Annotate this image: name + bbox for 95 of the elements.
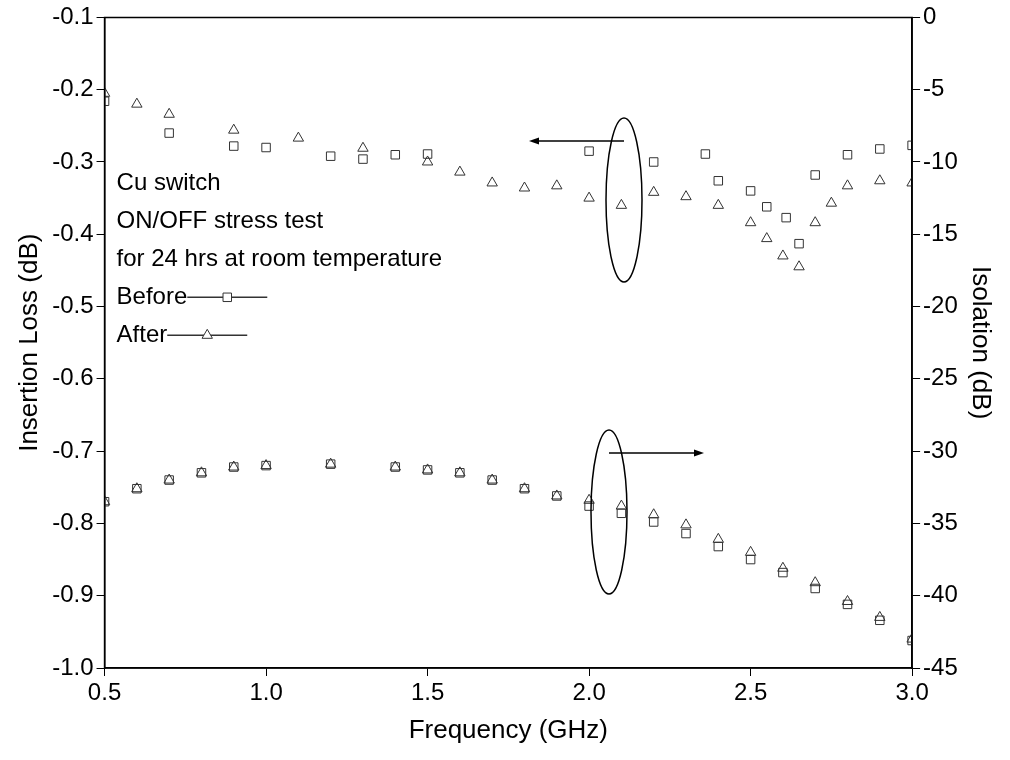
y-tick-label: -0.9: [52, 580, 94, 608]
point: [584, 501, 594, 511]
point: [648, 508, 660, 519]
point: [648, 157, 659, 167]
point: [615, 499, 628, 510]
point: [583, 493, 595, 504]
point: [762, 202, 772, 212]
point: [700, 149, 711, 159]
legend-label: After: [116, 319, 168, 347]
point: [745, 186, 756, 196]
point: [229, 141, 239, 151]
point: [551, 179, 563, 190]
x-axis-title: Frequency (GHz): [408, 713, 609, 744]
y-tick-label: -0.4: [52, 218, 94, 246]
point: [261, 142, 271, 153]
point: [616, 508, 627, 519]
point: [874, 610, 886, 621]
point: [358, 154, 368, 164]
y2-tick-label: -35: [923, 508, 958, 536]
point: [421, 155, 434, 166]
point: [875, 615, 885, 626]
y2-tick-label: -25: [923, 363, 958, 391]
point: [810, 583, 820, 594]
point: [744, 216, 757, 227]
x-tick-label: 0.5: [87, 678, 122, 706]
point: [777, 561, 789, 572]
point: [422, 149, 433, 159]
point: [810, 170, 820, 180]
x-tick-label: 1.0: [249, 678, 283, 706]
y2-tick-label: -5: [923, 74, 945, 102]
point: [390, 150, 401, 160]
point: [778, 567, 788, 578]
y2-tick-label: -45: [923, 652, 958, 680]
point: [454, 165, 466, 176]
point: [841, 179, 854, 190]
point: [486, 176, 498, 187]
point: [761, 232, 773, 243]
y2-tick-label: 0: [923, 2, 937, 30]
y-axis-title: Insertion Loss (dB): [12, 233, 43, 452]
point: [745, 554, 756, 565]
point: [842, 150, 853, 160]
y2-axis-title: Isolation (dB): [967, 266, 998, 420]
y-tick-label: -0.2: [52, 74, 94, 102]
point: [615, 198, 628, 209]
point: [131, 97, 143, 108]
point: [842, 599, 853, 610]
y-tick-label: -1.0: [52, 652, 94, 680]
point: [744, 545, 757, 556]
point: [680, 518, 692, 529]
point: [357, 141, 369, 152]
point: [680, 190, 692, 201]
y2-tick-label: -20: [923, 291, 958, 319]
x-tick-label: 3.0: [895, 678, 929, 706]
y2-tick-label: -40: [923, 580, 958, 608]
y-tick-label: -0.8: [52, 508, 94, 536]
point: [781, 212, 791, 223]
y2-tick-label: -30: [923, 435, 958, 463]
annotation: Cu switch: [116, 167, 221, 195]
annotation: for 24 hrs at room temperature: [116, 243, 443, 271]
point: [713, 176, 724, 186]
point: [518, 181, 531, 192]
point: [228, 123, 240, 134]
point: [841, 594, 854, 605]
point: [875, 144, 885, 154]
y-tick-label: -0.6: [52, 363, 94, 391]
y-tick-label: -0.7: [52, 435, 94, 463]
x-tick-label: 2.5: [733, 678, 768, 706]
point: [809, 576, 821, 587]
y2-tick-label: -10: [923, 146, 958, 174]
point: [648, 517, 659, 527]
point: [809, 216, 821, 227]
point: [292, 131, 305, 142]
x-tick-label: 2.0: [572, 678, 606, 706]
point: [874, 174, 886, 185]
y2-tick-label: -15: [923, 218, 958, 246]
point: [325, 151, 336, 161]
point: [712, 198, 724, 209]
annotation: ON/OFF stress test: [116, 205, 324, 233]
point: [777, 249, 789, 260]
y-tick-label: -0.5: [52, 291, 94, 319]
point: [163, 107, 175, 118]
point: [681, 528, 691, 539]
point: [712, 532, 724, 543]
y-tick-label: -0.1: [52, 2, 94, 30]
point: [584, 146, 594, 156]
legend-label: Before: [116, 281, 188, 309]
point: [793, 260, 805, 271]
point: [164, 128, 174, 138]
x-tick-label: 1.5: [410, 678, 445, 706]
point: [648, 185, 660, 196]
point: [583, 191, 595, 202]
point: [713, 541, 724, 552]
point: [794, 238, 804, 249]
y-tick-label: -0.3: [52, 146, 94, 174]
point: [825, 196, 838, 207]
